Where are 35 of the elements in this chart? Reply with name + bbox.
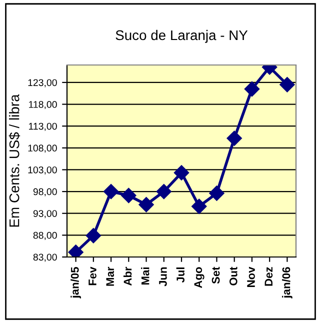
point: [174, 165, 190, 180]
point: [226, 130, 242, 146]
x-tick-label: Jul: [176, 268, 184, 283]
x-tick-label: Fev: [88, 266, 96, 286]
point: [209, 186, 224, 201]
x-tick-label: jan/06: [282, 267, 292, 298]
y-tick-label: 108,00: [28, 144, 57, 153]
point: [86, 228, 101, 244]
y-tick-label: 88,00: [33, 232, 57, 240]
point: [280, 77, 295, 92]
point: [103, 184, 119, 200]
x-tick-label: Mar: [106, 266, 114, 286]
x-tick-label: jan/05: [70, 267, 81, 298]
y-tick-label: 98,00: [33, 188, 57, 196]
point: [192, 198, 207, 214]
point: [138, 197, 154, 212]
x-tick-label: Dez: [264, 267, 273, 286]
x-tick-label: Jun: [159, 267, 167, 286]
x-tick-label: Set: [212, 266, 220, 284]
x-tick-label: Abr: [123, 266, 132, 286]
y-tick-label: 83,00: [33, 254, 57, 262]
y-axis-title: Em Cents. US$ / libra: [8, 94, 20, 227]
point: [121, 188, 136, 204]
x-tick-label: Ago: [194, 267, 204, 288]
y-tick-label: 93,00: [33, 210, 57, 218]
chart-title: Suco de Laranja - NY: [116, 30, 248, 43]
x-tick-label: Out: [229, 266, 238, 286]
y-tick-label: 103,00: [28, 166, 57, 174]
x-tick-label: Nov: [247, 266, 255, 287]
y-tick-label: 113,00: [29, 122, 57, 131]
point: [156, 184, 172, 200]
x-tick-label: Mai: [141, 268, 150, 284]
point: [244, 81, 260, 97]
y-tick-label: 123,00: [28, 79, 57, 88]
y-tick-label: 118,00: [29, 101, 57, 110]
